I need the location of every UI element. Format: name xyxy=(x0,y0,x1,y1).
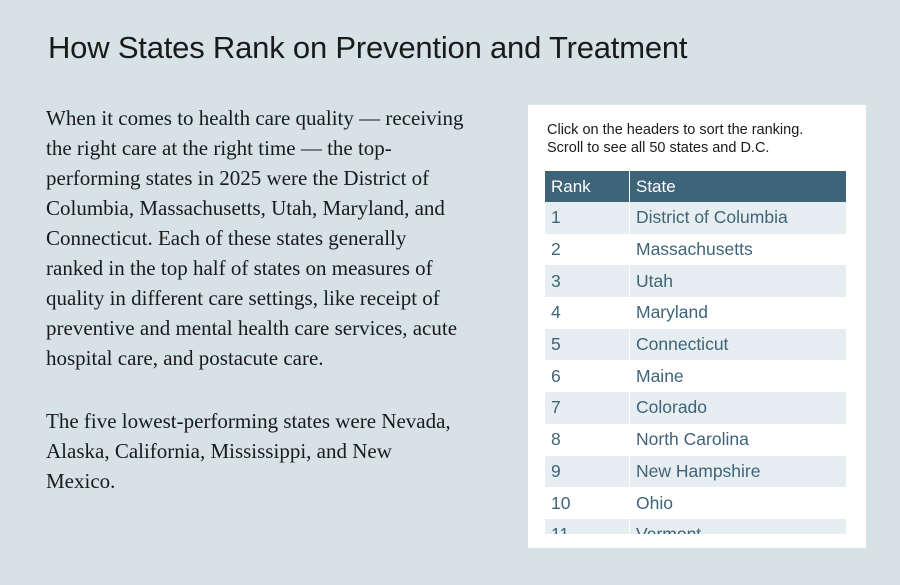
table-instructions: Click on the headers to sort the ranking… xyxy=(547,121,857,157)
ranking-table-scroll[interactable]: Rank State 1 District of Columbia 2 Massach… xyxy=(545,171,847,534)
rank-cell: 2 xyxy=(545,233,630,266)
table-row: 11Vermont xyxy=(545,518,846,534)
state-cell: Maine xyxy=(629,360,846,393)
table-row: 5 Connecticut xyxy=(545,328,846,361)
ranking-table-card: Click on the headers to sort the ranking… xyxy=(528,105,866,548)
rank-cell: 6 xyxy=(545,360,630,393)
state-cell: District of Columbia xyxy=(629,202,846,234)
table-row: 6 Maine xyxy=(545,360,846,393)
table-row: 7 Colorado xyxy=(545,392,846,424)
ranking-table-body: 1 District of Columbia 2 Massachusetts 3 Utah… xyxy=(545,202,846,534)
table-row: 3 Utah xyxy=(545,265,846,298)
table-row: 10 Ohio xyxy=(545,487,846,519)
paragraph-lowest-states: The five lowest-performing states were N… xyxy=(46,409,451,493)
state-cell: New Hampshire xyxy=(629,455,846,488)
instructions-sort: Click on the headers to sort the ranking… xyxy=(547,122,804,138)
rank-cell: 3 xyxy=(545,265,630,298)
article-body: When it comes to health care quality — r… xyxy=(46,103,466,496)
rank-cell: 8 xyxy=(545,423,630,456)
table-row: 9 New Hampshire xyxy=(545,455,846,488)
state-cell: Vermont xyxy=(629,518,846,534)
state-cell: Utah xyxy=(629,265,846,298)
ranking-table: Rank State 1 District of Columbia 2 Massach… xyxy=(545,171,846,534)
page-title: How States Rank on Prevention and Treatm… xyxy=(48,30,688,65)
table-row: 4 Maryland xyxy=(545,297,846,329)
paragraph-top-states: When it comes to health care quality — r… xyxy=(46,106,464,370)
rank-cell: 4 xyxy=(545,297,630,329)
rank-cell: 1 xyxy=(545,202,630,234)
table-header-row: Rank State xyxy=(545,171,846,202)
state-cell: North Carolina xyxy=(629,423,846,456)
state-header[interactable]: State xyxy=(629,171,846,202)
state-cell: Ohio xyxy=(629,487,846,519)
table-row: 8 North Carolina xyxy=(545,423,846,456)
state-cell: Connecticut xyxy=(629,328,846,361)
state-cell: Massachusetts xyxy=(629,233,846,266)
table-row: 1 District of Columbia xyxy=(545,202,846,234)
state-cell: Maryland xyxy=(629,297,846,329)
rank-cell: 7 xyxy=(545,392,630,424)
rank-cell: 9 xyxy=(545,455,630,488)
table-row: 2 Massachusetts xyxy=(545,233,846,266)
rank-cell: 10 xyxy=(545,487,630,519)
state-cell: Colorado xyxy=(629,392,846,424)
rank-cell: 11 xyxy=(545,518,630,534)
rank-header[interactable]: Rank xyxy=(545,171,630,202)
rank-cell: 5 xyxy=(545,328,630,361)
instructions-scroll: Scroll to see all 50 states and D.C. xyxy=(547,140,770,156)
